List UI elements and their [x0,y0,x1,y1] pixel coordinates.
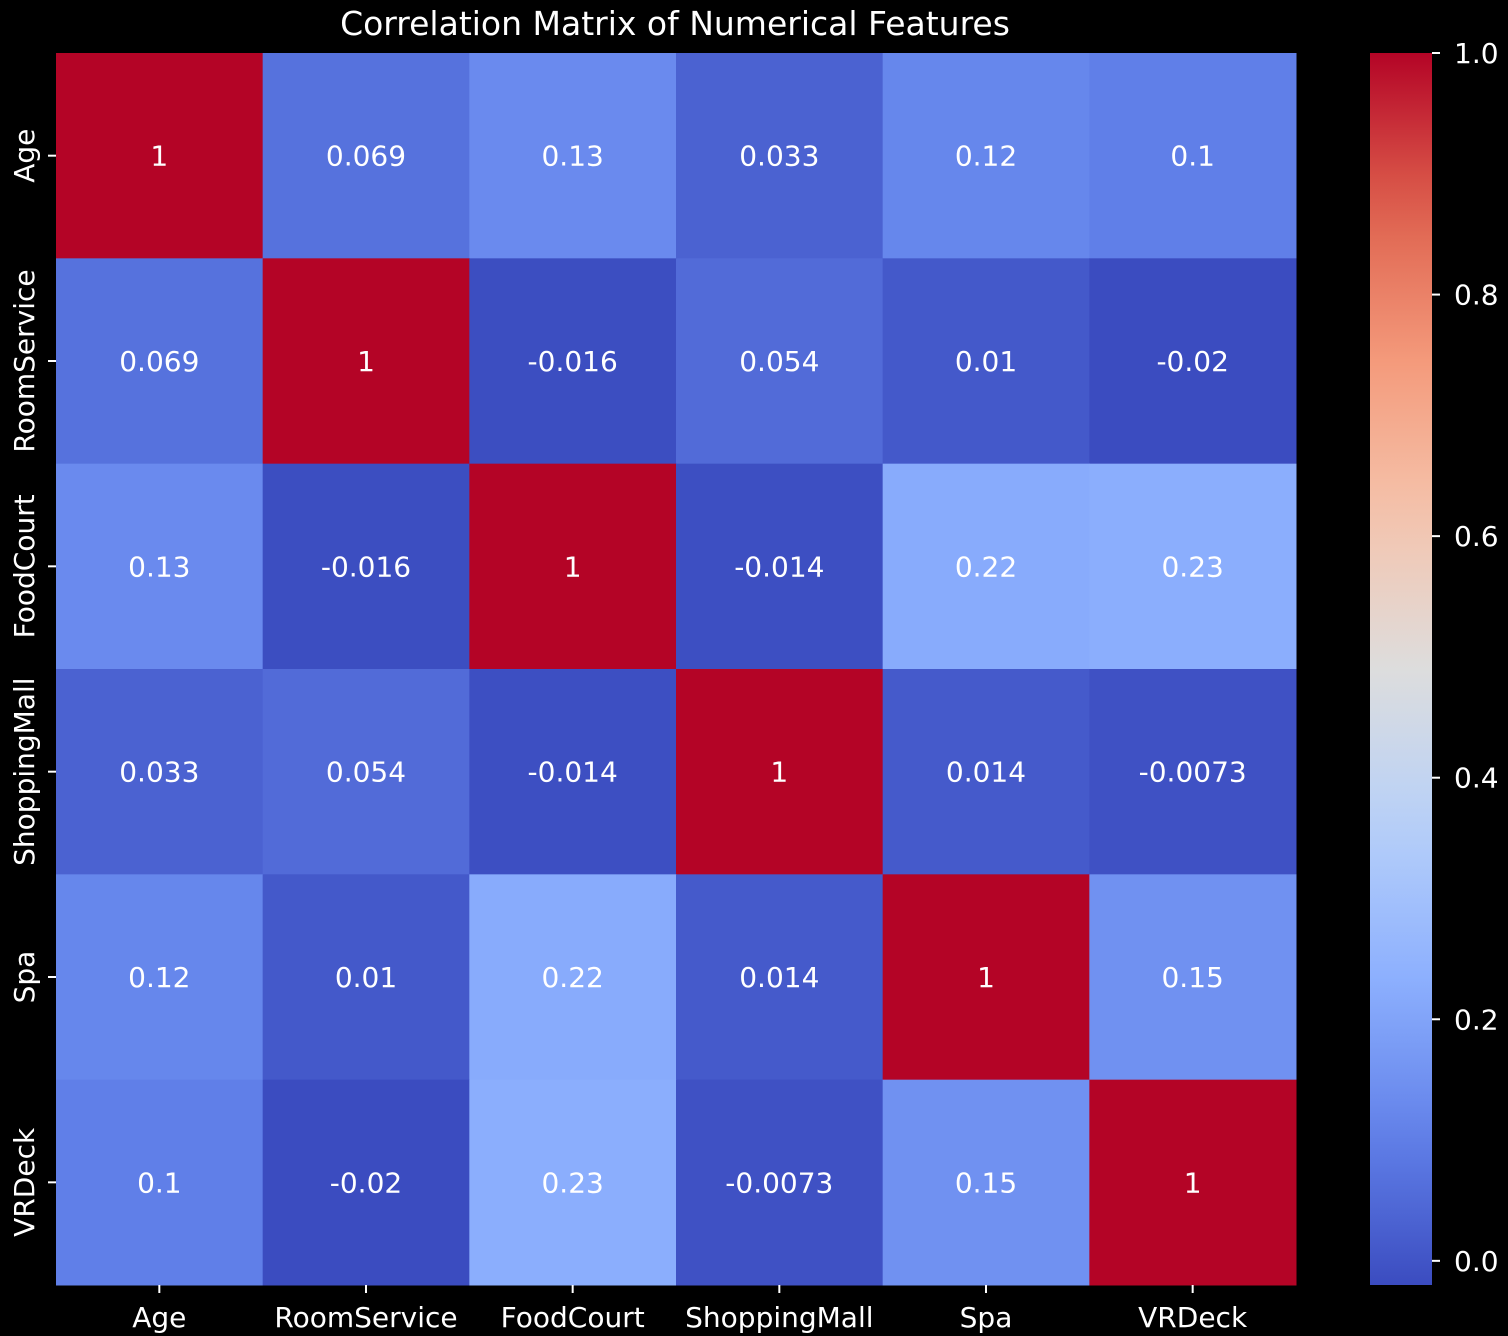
heatmap-cell [56,53,264,259]
heatmap-cell [676,258,884,465]
heatmap-cell [676,53,884,259]
cell-annotation: -0.02 [1156,345,1228,378]
x-axis: Age RoomService FoodCourt ShoppingMall Spa VR… [132,1285,1248,1334]
x-tick-label: FoodCourt [501,1301,645,1334]
cell-annotation: 0.12 [955,140,1017,173]
heatmap-cell [676,1079,884,1286]
heatmap-cell [56,463,264,670]
cell-annotation: 0.014 [946,756,1026,789]
cell-annotation: 0.22 [955,550,1017,583]
y-tick-label: ShoppingMall [8,677,41,865]
cell-annotation: -0.0073 [1139,756,1247,789]
cell-annotation: 1 [150,140,168,173]
y-tick-label: Spa [8,951,41,1004]
heatmap-cell [262,258,470,465]
heatmap-cell [469,258,677,465]
colorbar-tick-label: 0.8 [1454,279,1499,312]
heatmap-cell [262,53,470,259]
heatmap-cell [262,669,470,875]
cell-annotation: 1 [1184,1166,1202,1199]
cell-annotation: 0.054 [326,756,406,789]
colorbar-tick-label: 0.4 [1454,762,1499,795]
cell-annotation: 0.15 [955,1166,1017,1199]
colorbar: 0.0 0.2 0.4 0.6 0.8 1.0 [1370,37,1499,1285]
heatmap-cell [262,1079,470,1286]
colorbar-tick-label: 1.0 [1454,37,1499,70]
heatmap-cell [56,874,264,1081]
cell-annotation: 0.23 [1161,550,1223,583]
cell-annotation: 0.014 [739,961,819,994]
heatmap-cell [1089,1079,1297,1286]
cell-annotation: 0.22 [541,961,603,994]
heatmap-cell [882,874,1090,1081]
cell-annotation: 0.069 [119,345,199,378]
heatmap-cell [469,1079,677,1286]
cell-annotation: -0.0073 [725,1166,833,1199]
cell-annotation: -0.02 [330,1166,402,1199]
heatmap-cell [56,258,264,465]
heatmap-cell [469,874,677,1081]
heatmap-cell [1089,463,1297,670]
cell-annotation: 0.23 [541,1166,603,1199]
cell-annotation: -0.016 [528,345,618,378]
cell-annotation: 0.13 [541,140,603,173]
x-tick-label: ShoppingMall [685,1301,873,1334]
heatmap-cell [882,669,1090,875]
heatmap-cell [882,258,1090,465]
colorbar-tick-label: 0.0 [1454,1245,1499,1278]
heatmap-cell [469,669,677,875]
heatmap-cell [882,463,1090,670]
cell-annotation: 0.054 [739,345,819,378]
heatmap-cell [469,53,677,259]
heatmap-cell [676,874,884,1081]
heatmap-cell [56,1079,264,1286]
x-tick-label: RoomService [274,1301,457,1334]
cell-annotation: 1 [770,756,788,789]
cell-annotation: 0.1 [137,1166,182,1199]
x-tick-label: VRDeck [1138,1301,1248,1334]
heatmap-cell [1089,669,1297,875]
chart-title: Correlation Matrix of Numerical Features [340,4,1010,43]
cell-annotation: 1 [564,550,582,583]
cell-annotation: 0.15 [1161,961,1223,994]
x-tick-label: Spa [960,1301,1013,1334]
y-tick-label: VRDeck [8,1127,41,1237]
cell-annotation: 0.069 [326,140,406,173]
cell-annotation: 0.12 [128,961,190,994]
cell-annotation: 0.13 [128,550,190,583]
cell-annotation: 1 [357,345,375,378]
heatmap-cells [56,53,1297,1286]
cell-annotation: -0.014 [528,756,618,789]
y-tick-label: RoomService [8,269,41,452]
cell-annotation: 0.033 [119,756,199,789]
heatmap-cell [56,669,264,875]
y-tick-label: FoodCourt [8,494,41,638]
heatmap-cell [676,669,884,875]
heatmap-annotations: 1 0.069 0.13 0.033 0.12 0.1 0.069 1 -0.016 0.054 0… [119,140,1246,1200]
colorbar-tick-label: 0.2 [1454,1003,1499,1036]
heatmap-cell [262,463,470,670]
cell-annotation: 0.01 [335,961,397,994]
cell-annotation: 0.033 [739,140,819,173]
heatmap-cell [1089,53,1297,259]
y-tick-label: Age [8,129,41,183]
x-tick-label: Age [132,1301,186,1334]
cell-annotation: 0.01 [955,345,1017,378]
cell-annotation: -0.014 [734,550,824,583]
heatmap-cell [882,53,1090,259]
heatmap-cell [1089,258,1297,465]
cell-annotation: 0.1 [1170,140,1215,173]
heatmap-cell [469,463,677,670]
heatmap-cell [882,1079,1090,1286]
heatmap-cell [676,463,884,670]
colorbar-tick-label: 0.6 [1454,520,1499,553]
heatmap-cell [262,874,470,1081]
cell-annotation: 1 [977,961,995,994]
colorbar-gradient [1370,53,1432,1285]
heatmap-cell [1089,874,1297,1081]
y-axis: Age RoomService FoodCourt ShoppingMall Spa VR… [8,129,56,1237]
cell-annotation: -0.016 [321,550,411,583]
